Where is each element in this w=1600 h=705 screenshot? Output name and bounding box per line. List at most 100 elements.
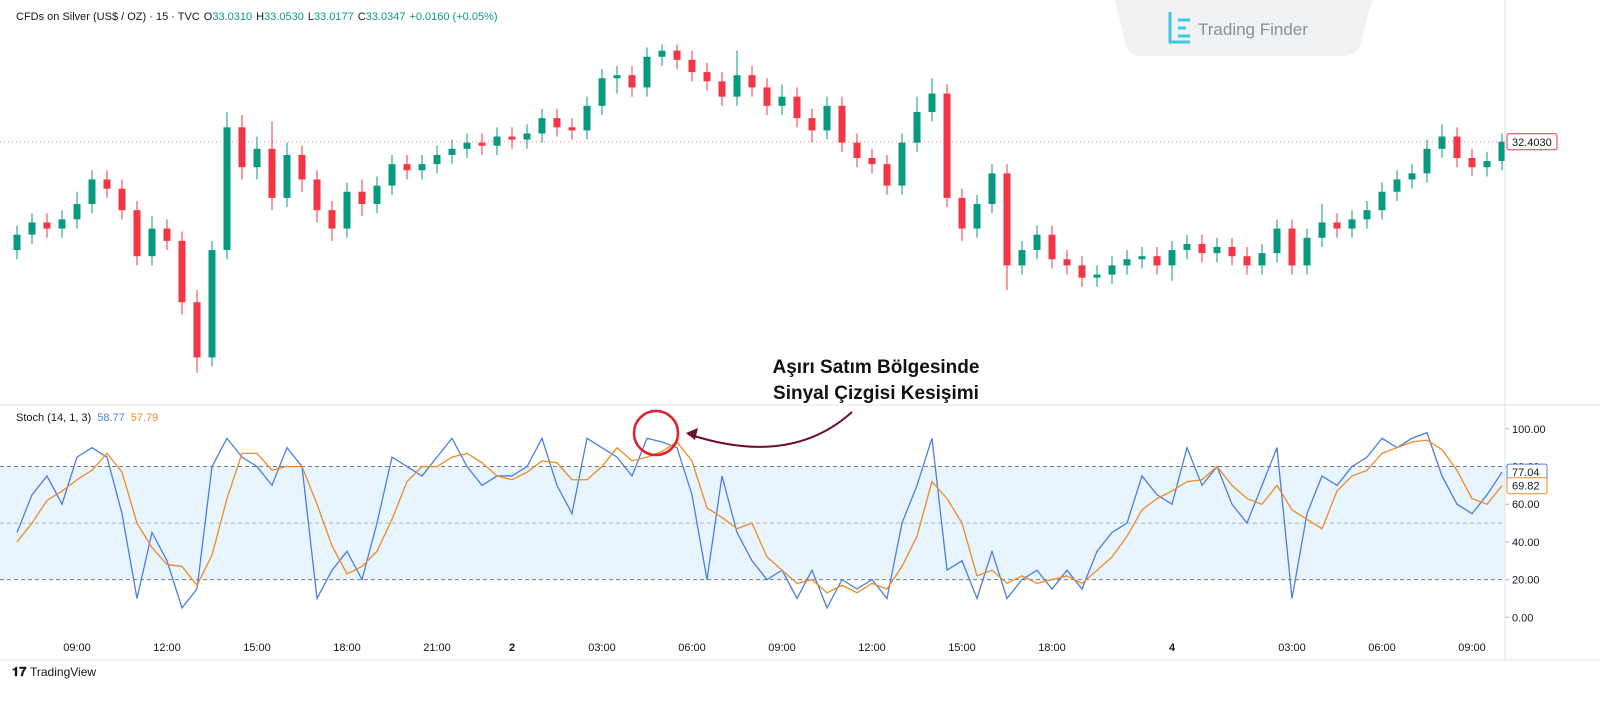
candle-body xyxy=(1003,173,1011,266)
candle-body xyxy=(958,197,966,229)
x-tick-label: 12:00 xyxy=(858,642,886,654)
candle-body xyxy=(1303,237,1311,266)
candle-body xyxy=(508,136,516,140)
candle-body xyxy=(943,93,951,198)
candle-body xyxy=(853,142,861,159)
last-price-label: 32.4030 xyxy=(1512,137,1552,149)
candle-body xyxy=(28,222,36,235)
candle-body xyxy=(1348,219,1356,229)
candle-body xyxy=(913,111,921,143)
candle-body xyxy=(328,210,336,229)
candle-body xyxy=(688,59,696,73)
candle-body xyxy=(208,250,216,358)
x-tick-label: 18:00 xyxy=(1038,642,1066,654)
candle-body xyxy=(628,75,636,88)
stoch-header: Stoch (14, 1, 3) 58.77 57.79 xyxy=(16,412,158,424)
candle-body xyxy=(178,240,186,303)
axis-layer: 32.40300.0020.0040.0060.0080.00100.0009:… xyxy=(63,133,1558,654)
candle-body xyxy=(1018,250,1026,266)
candle-body xyxy=(1393,179,1401,192)
candle-body xyxy=(463,142,471,149)
candle-body xyxy=(493,136,501,146)
candle-body xyxy=(1468,158,1476,168)
stoch-line xyxy=(16,439,1503,594)
candle-body xyxy=(13,234,21,251)
candle-body xyxy=(1498,141,1506,162)
candle-body xyxy=(103,179,111,189)
candle-body xyxy=(373,185,381,205)
value-tag-label: 77.04 xyxy=(1512,467,1540,479)
candle-body xyxy=(58,219,66,229)
candle-body xyxy=(403,164,411,171)
annotation-line: Aşırı Satım Bölgesinde xyxy=(773,357,980,378)
ohlc-key: O xyxy=(204,11,213,23)
candle-body xyxy=(193,302,201,358)
candle-body xyxy=(598,78,606,106)
footer-logo: 𝟏𝟕 xyxy=(12,664,27,679)
candle-body xyxy=(523,133,531,140)
candle-body xyxy=(163,228,171,241)
candle-body xyxy=(643,56,651,88)
candle-body xyxy=(988,173,996,205)
candle-body xyxy=(1033,234,1041,251)
candle-body xyxy=(928,93,936,112)
candle-body xyxy=(343,191,351,229)
candle-body xyxy=(1078,265,1086,278)
y-tick-label: 0.00 xyxy=(1512,612,1533,624)
candle-body xyxy=(253,148,261,168)
annotation-arrow xyxy=(687,411,853,448)
candle-body xyxy=(1048,234,1056,260)
candle-body xyxy=(793,96,801,119)
candle-body xyxy=(448,148,456,155)
x-tick-label: 09:00 xyxy=(63,642,91,654)
candle-body xyxy=(1333,222,1341,229)
arrow-head xyxy=(686,428,698,440)
candle-body xyxy=(883,164,891,186)
x-tick-label: 15:00 xyxy=(243,642,271,654)
candle-body xyxy=(118,188,126,211)
x-tick-label: 12:00 xyxy=(153,642,181,654)
x-tick-label: 09:00 xyxy=(768,642,796,654)
y-tick-label: 60.00 xyxy=(1512,499,1540,511)
ohlc-value: 33.0347 xyxy=(366,11,406,23)
candle-body xyxy=(1228,246,1236,257)
candle-body xyxy=(313,179,321,211)
ohlc-key: H xyxy=(256,11,264,23)
candle-body xyxy=(1123,259,1131,266)
candle-body xyxy=(568,127,576,131)
candle-body xyxy=(1378,191,1386,211)
watermark-logo xyxy=(1168,12,1190,44)
candle-body xyxy=(583,105,591,131)
ohlc-value: 33.0310 xyxy=(212,11,252,23)
candle-body xyxy=(898,142,906,186)
y-tick-label: 100.00 xyxy=(1512,424,1546,436)
x-tick-label: 03:00 xyxy=(1278,642,1306,654)
legend-value: 57.79 xyxy=(131,412,159,424)
candle-body xyxy=(1258,253,1266,266)
candle-body xyxy=(298,154,306,180)
candle-body xyxy=(808,118,816,131)
candle-body xyxy=(1108,265,1116,275)
x-tick-label: 09:00 xyxy=(1458,642,1486,654)
candle-body xyxy=(1093,274,1101,278)
candle-body xyxy=(1198,243,1206,254)
candle-body xyxy=(973,204,981,229)
stoch-title: Stoch (14, 1, 3) xyxy=(16,412,91,424)
candle-body xyxy=(1138,256,1146,260)
candle-body xyxy=(1453,136,1461,159)
candle-body xyxy=(418,164,426,171)
x-tick-label: 21:00 xyxy=(423,642,451,654)
candle-body xyxy=(1363,210,1371,220)
candle-body xyxy=(778,96,786,106)
highlight-circle xyxy=(632,409,680,457)
candle-body xyxy=(433,154,441,165)
candle-body xyxy=(763,87,771,106)
candle-body xyxy=(43,222,51,229)
candle-body xyxy=(553,118,561,128)
candle-body xyxy=(1168,250,1176,266)
candle-body xyxy=(538,118,546,134)
legend-value: 58.77 xyxy=(97,412,125,424)
candle-body xyxy=(358,191,366,205)
